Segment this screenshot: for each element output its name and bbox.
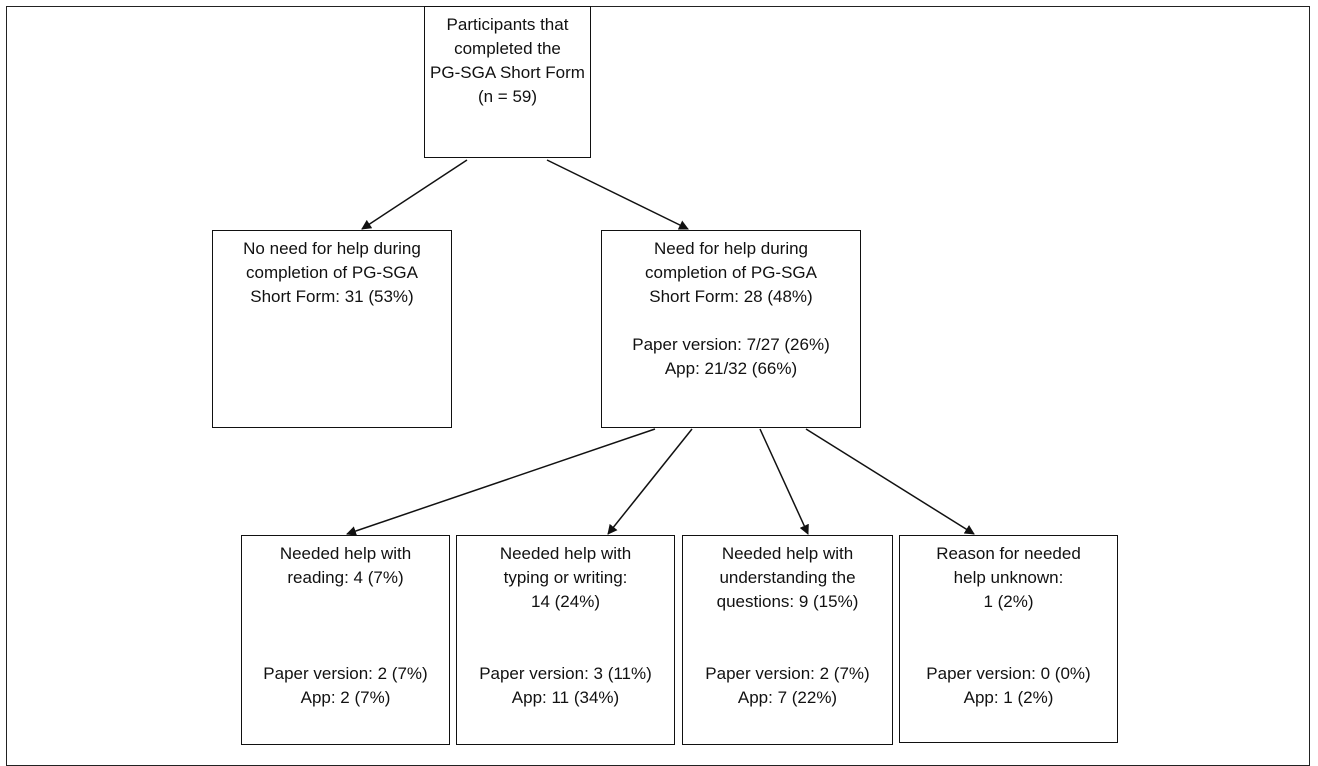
need-line-3: Short Form: 28 (48%) — [649, 287, 813, 306]
reading-line-1: Needed help with — [279, 544, 412, 563]
need-paper: Paper version: 7/27 (26%) — [632, 335, 830, 354]
no-need-box: No need for help during completion of PG… — [212, 230, 452, 428]
arrow-root-to-need — [546, 159, 689, 230]
root-line-2: completed the — [454, 39, 561, 58]
no-need-line-1: No need for help during — [243, 239, 421, 258]
understanding-box: Needed help with understanding the quest… — [682, 535, 893, 745]
typing-line-3: 14 (24%) — [531, 592, 600, 611]
no-need-line-2: completion of PG-SGA — [246, 263, 418, 282]
reading-line-2: reading: 4 (7%) — [287, 568, 404, 587]
root-line-3: PG-SGA Short Form — [430, 63, 585, 82]
arrow-need-to-reading — [346, 428, 656, 536]
need-app: App: 21/32 (66%) — [664, 359, 798, 378]
typing-box: Needed help with typing or writing: 14 (… — [456, 535, 675, 745]
reading-app: App: 2 (7%) — [300, 688, 391, 707]
reading-box: Needed help with reading: 4 (7%) Paper v… — [241, 535, 450, 745]
unknown-app: App: 1 (2%) — [963, 688, 1054, 707]
unknown-paper: Paper version: 0 (0%) — [926, 664, 1091, 683]
typing-line-2: typing or writing: — [503, 568, 628, 587]
arrow-need-to-understanding — [759, 428, 809, 535]
need-line-1: Need for help during — [653, 239, 809, 258]
understanding-line-3: questions: 9 (15%) — [716, 592, 859, 611]
arrow-need-to-unknown — [805, 428, 975, 535]
unknown-line-1: Reason for needed — [936, 544, 1081, 563]
root-box: Participants that completed the PG-SGA S… — [424, 6, 591, 158]
understanding-line-1: Needed help with — [721, 544, 854, 563]
arrow-root-to-no-need — [361, 159, 468, 230]
no-need-line-3: Short Form: 31 (53%) — [250, 287, 414, 306]
typing-paper: Paper version: 3 (11%) — [479, 664, 652, 683]
typing-line-1: Needed help with — [499, 544, 632, 563]
understanding-paper: Paper version: 2 (7%) — [705, 664, 870, 683]
unknown-reason-box: Reason for needed help unknown: 1 (2%) P… — [899, 535, 1118, 743]
unknown-line-3: 1 (2%) — [983, 592, 1034, 611]
arrow-need-to-typing — [607, 428, 693, 535]
understanding-app: App: 7 (22%) — [737, 688, 838, 707]
unknown-line-2: help unknown: — [953, 568, 1064, 587]
root-line-1: Participants that — [446, 15, 569, 34]
reading-paper: Paper version: 2 (7%) — [263, 664, 428, 683]
understanding-line-2: understanding the — [719, 568, 856, 587]
root-line-4: (n = 59) — [477, 87, 538, 106]
typing-app: App: 11 (34%) — [511, 688, 620, 707]
need-box: Need for help during completion of PG-SG… — [601, 230, 861, 428]
need-line-2: completion of PG-SGA — [645, 263, 817, 282]
